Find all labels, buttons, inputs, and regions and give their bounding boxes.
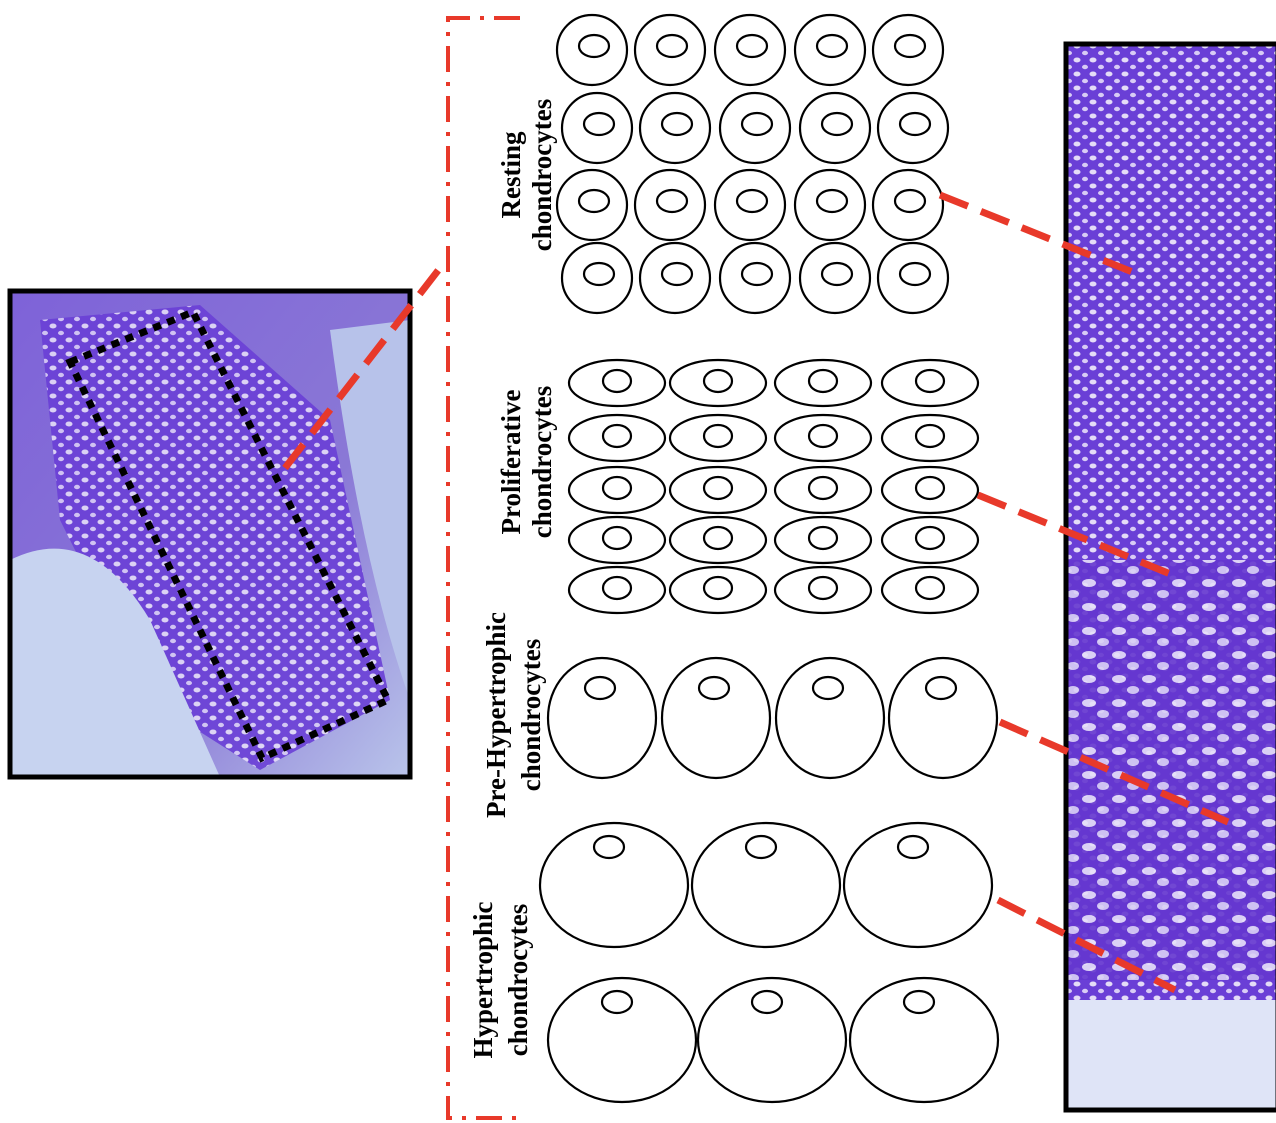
cell-shape xyxy=(704,477,732,499)
cell-shape xyxy=(817,35,847,57)
label-line: chondrocytes xyxy=(503,904,533,1057)
cell-shape xyxy=(746,836,776,858)
cell-shape xyxy=(662,263,692,285)
cell-shape xyxy=(602,991,632,1013)
cell-shape xyxy=(704,370,732,392)
cell-shape xyxy=(699,677,729,699)
cell-shape xyxy=(916,477,944,499)
cell-shape xyxy=(584,263,614,285)
label-line: Pre-Hypertrophic xyxy=(481,612,511,818)
cell-shape xyxy=(895,35,925,57)
cell-shape xyxy=(809,477,837,499)
cell-shape xyxy=(704,425,732,447)
cell-shape xyxy=(579,190,609,212)
cell-shape xyxy=(809,425,837,447)
cell-shape xyxy=(603,425,631,447)
label-line: chondrocytes xyxy=(527,99,557,252)
cell-shape xyxy=(657,35,687,57)
cell-shape xyxy=(662,113,692,135)
cell-shape xyxy=(809,370,837,392)
cell-shape xyxy=(742,113,772,135)
cell-shape xyxy=(916,425,944,447)
cell-drawings xyxy=(540,15,998,1102)
label-line: Hypertrophic xyxy=(468,901,498,1058)
zone-label: Resting chondrocytes xyxy=(496,99,557,252)
cell-shape xyxy=(603,370,631,392)
label-line: chondrocytes xyxy=(527,386,557,539)
cell-shape xyxy=(737,190,767,212)
cell-shape xyxy=(817,190,847,212)
cell-shape xyxy=(822,113,852,135)
cell-shape xyxy=(579,35,609,57)
figure: Resting chondrocytes Proliferative chond… xyxy=(0,0,1276,1123)
zone-label: Proliferative chondrocytes xyxy=(496,386,557,539)
cell-shape xyxy=(900,263,930,285)
cell-shape xyxy=(584,113,614,135)
cell-shape xyxy=(704,577,732,599)
label-line: chondrocytes xyxy=(516,639,546,792)
cell-shape xyxy=(809,527,837,549)
zone-label: Hypertrophic chondrocytes xyxy=(468,901,533,1058)
cell-shape xyxy=(585,677,615,699)
cell-shape xyxy=(916,577,944,599)
cell-shape xyxy=(603,477,631,499)
cell-shape xyxy=(594,836,624,858)
cell-shape xyxy=(822,263,852,285)
cell-shape xyxy=(916,527,944,549)
cell-shape xyxy=(704,527,732,549)
label-line: Proliferative xyxy=(496,390,526,535)
cell-shape xyxy=(895,190,925,212)
cell-shape xyxy=(603,577,631,599)
cell-shape xyxy=(603,527,631,549)
label-line: Resting xyxy=(496,131,526,218)
zone-label: Pre-Hypertrophic chondrocytes xyxy=(481,612,546,818)
cell-shape xyxy=(752,991,782,1013)
cell-shape xyxy=(904,991,934,1013)
cell-shape xyxy=(742,263,772,285)
cell-shape xyxy=(813,677,843,699)
cell-shape xyxy=(657,190,687,212)
cell-shape xyxy=(926,677,956,699)
cell-shape xyxy=(900,113,930,135)
cell-shape xyxy=(898,836,928,858)
cell-shape xyxy=(809,577,837,599)
cell-shape xyxy=(916,370,944,392)
overview-image xyxy=(10,291,410,777)
cell-shape xyxy=(737,35,767,57)
